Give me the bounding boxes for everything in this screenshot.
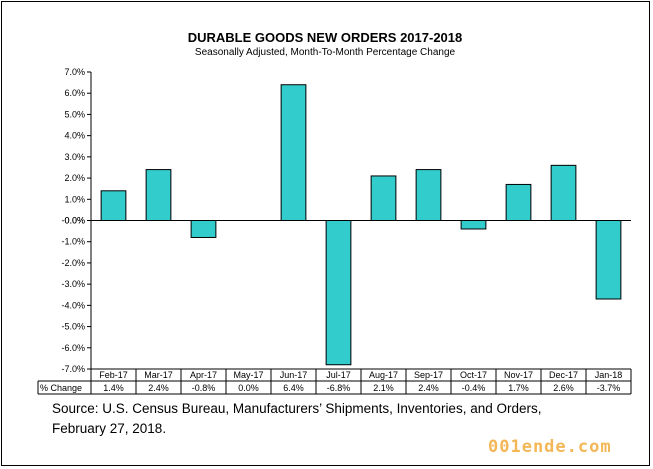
x-category-label: Jan-18 <box>595 370 623 380</box>
x-category-label: Dec-17 <box>549 370 578 380</box>
x-category-label: Apr-17 <box>190 370 217 380</box>
watermark-text: 001ende.com <box>488 437 612 457</box>
data-table-value: 0.0% <box>238 383 259 393</box>
y-tick-label: 1.0% <box>64 194 85 204</box>
bar <box>280 84 307 221</box>
source-line-2: February 27, 2018. <box>52 421 167 436</box>
data-table-value: 1.7% <box>508 383 529 393</box>
data-table-value: 2.1% <box>373 383 394 393</box>
bar <box>595 220 622 300</box>
data-table-value: -0.8% <box>192 383 216 393</box>
data-table-value: 6.4% <box>283 383 304 393</box>
x-category-label: Jul-17 <box>326 370 351 380</box>
y-tick-label: -6.0% <box>61 343 85 353</box>
x-category-label: Sep-17 <box>414 370 443 380</box>
y-tick-label: 2.0% <box>64 173 85 183</box>
data-table-value: -6.8% <box>327 383 351 393</box>
data-table-row-label: % Change <box>40 383 82 393</box>
x-category-label: May-17 <box>233 370 263 380</box>
data-table-value: -0.4% <box>462 383 486 393</box>
data-table-value: -3.7% <box>597 383 621 393</box>
x-category-label: Jun-17 <box>280 370 308 380</box>
bar <box>460 220 487 230</box>
bar <box>145 169 172 221</box>
bar <box>415 169 442 221</box>
x-category-label: Oct-17 <box>460 370 487 380</box>
source-line-1: Source: U.S. Census Bureau, Manufacturer… <box>52 401 542 416</box>
x-category-label: Mar-17 <box>144 370 173 380</box>
y-tick-label: -4.0% <box>61 300 85 310</box>
y-tick-label: -3.0% <box>61 279 85 289</box>
bar <box>190 220 217 238</box>
x-category-label: Aug-17 <box>369 370 398 380</box>
bar <box>550 164 577 221</box>
data-table-value: 2.6% <box>553 383 574 393</box>
x-category-label: Feb-17 <box>99 370 128 380</box>
y-tick-label: -0.0% <box>61 216 85 226</box>
bar <box>505 183 532 221</box>
data-table-value: 2.4% <box>418 383 439 393</box>
bar <box>325 220 352 366</box>
y-tick-label: -7.0% <box>61 364 85 374</box>
data-table-value: 2.4% <box>148 383 169 393</box>
y-tick-label: 3.0% <box>64 152 85 162</box>
x-category-label: Nov-17 <box>504 370 533 380</box>
y-tick-label: -1.0% <box>61 237 85 247</box>
data-table-value: 1.4% <box>103 383 124 393</box>
source-note: Source: U.S. Census Bureau, Manufacturer… <box>52 399 592 439</box>
y-tick-label: 5.0% <box>64 109 85 119</box>
y-tick-label: 6.0% <box>64 88 85 98</box>
bar <box>370 175 397 221</box>
chart-title: DURABLE GOODS NEW ORDERS 2017-2018 <box>188 30 463 45</box>
y-tick-label: -5.0% <box>61 322 85 332</box>
plot-area: 7.0%6.0%5.0%4.0%3.0%2.0%1.0%0.0%-0.0%-1.… <box>37 67 632 395</box>
y-tick-label: -2.0% <box>61 258 85 268</box>
chart-subtitle: Seasonally Adjusted, Month-To-Month Perc… <box>195 47 456 58</box>
y-tick-label: 7.0% <box>64 67 85 77</box>
y-tick-label: 4.0% <box>64 131 85 141</box>
y-tick-label: 0.0% <box>64 216 85 226</box>
bar <box>100 190 127 222</box>
